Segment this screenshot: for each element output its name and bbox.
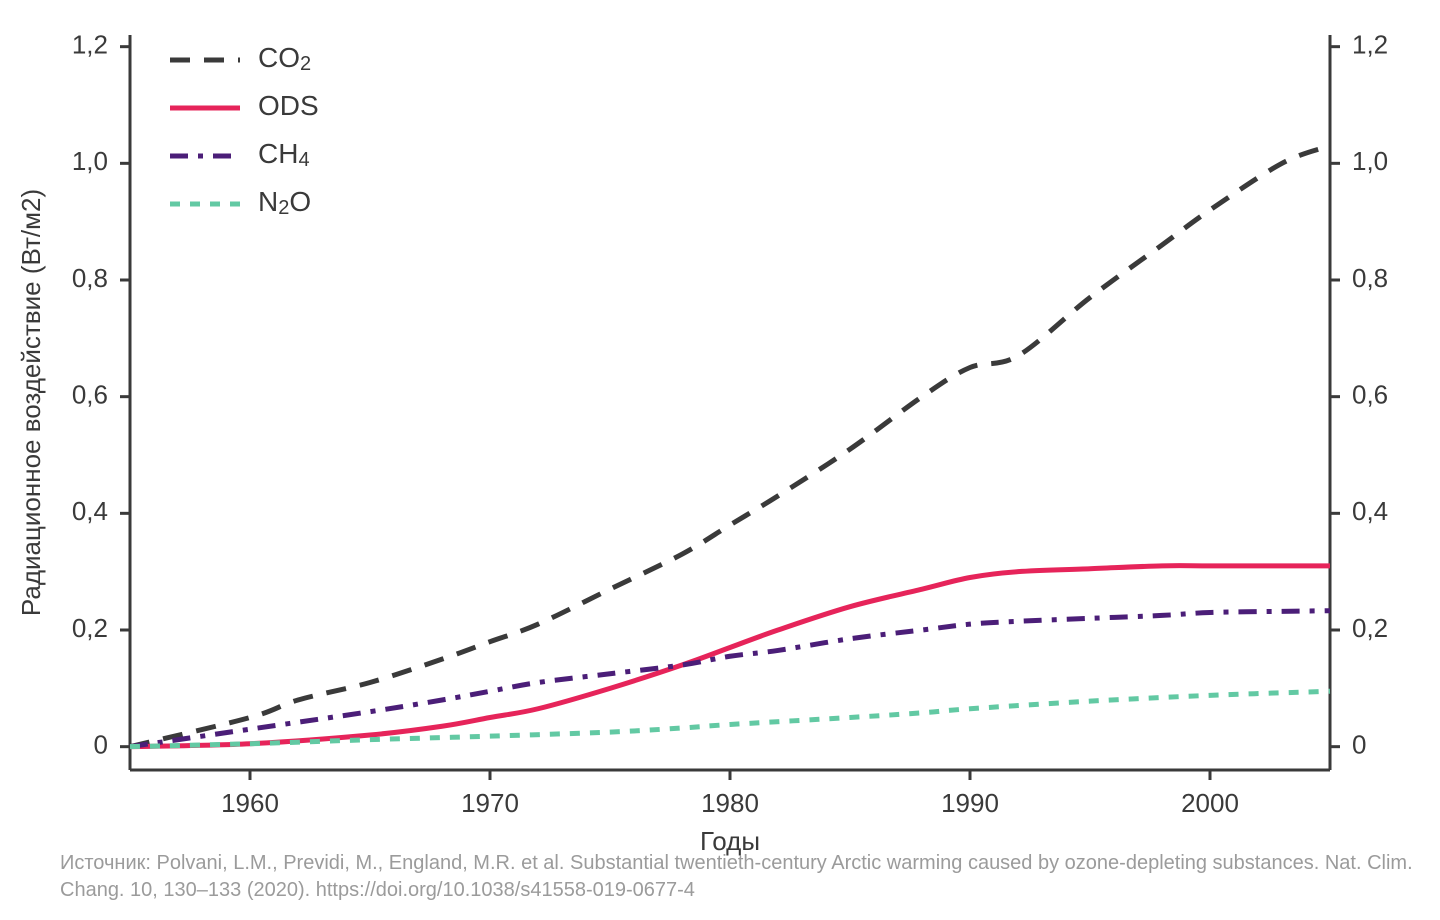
ytick-label-right: 0,8 [1352,263,1388,293]
ytick-label-left: 0,8 [72,263,108,293]
ytick-label-right: 0,6 [1352,380,1388,410]
ytick-label-right: 0,4 [1352,496,1388,526]
ytick-label-left: 0,6 [72,380,108,410]
radiative-forcing-line-chart: 0 0 0,2 0,2 0,4 0,4 0,6 0,6 0,8 0,8 1,0 1,0 1,2 1,2 19… [0,0,1440,920]
ytick-label-right: 1,0 [1352,146,1388,176]
ytick-label-right: 0,2 [1352,613,1388,643]
legend-label-ods: ODS [258,90,319,121]
xtick-label: 1960 [221,788,279,818]
ytick-label-right: 0 [1352,730,1366,760]
chart-container: 0 0 0,2 0,2 0,4 0,4 0,6 0,6 0,8 0,8 1,0 1,0 1,2 1,2 19… [0,0,1440,920]
y-axis-label: Радиационное воздействие (Вт/м2) [16,189,46,616]
ytick-label-left: 0,4 [72,496,108,526]
xtick-label: 1990 [941,788,999,818]
xtick-label: 1980 [701,788,759,818]
xtick-label: 1970 [461,788,519,818]
ytick-label-right: 1,2 [1352,30,1388,60]
source-citation: Источник: Polvani, L.M., Previdi, M., En… [60,850,1420,904]
ytick-label-left: 1,0 [72,146,108,176]
ytick-label-left: 0 [94,730,108,760]
ytick-label-left: 0,2 [72,613,108,643]
ytick-label-left: 1,2 [72,30,108,60]
xtick-label: 2000 [1181,788,1239,818]
